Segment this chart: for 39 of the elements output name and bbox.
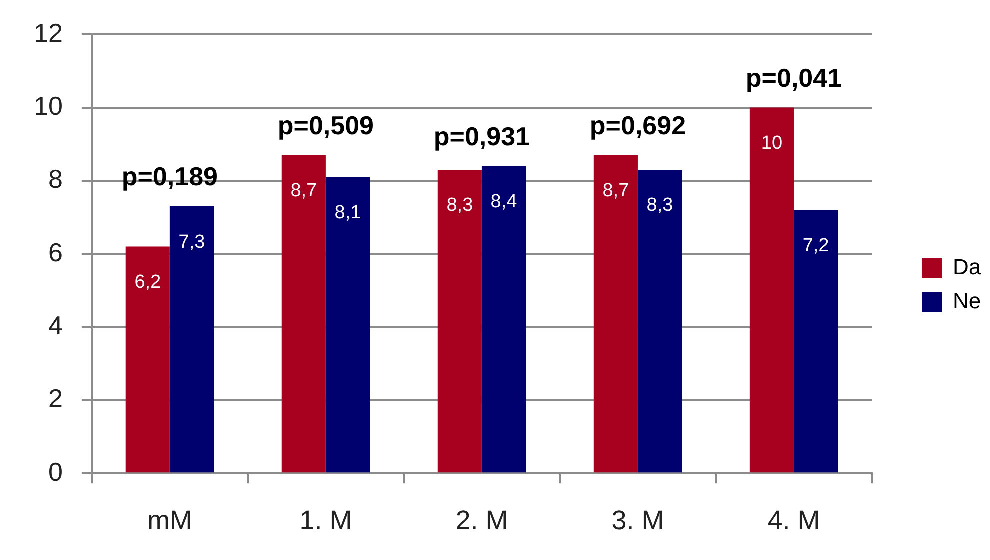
annotation: p=0,509 — [278, 110, 374, 140]
y-tick-label: 10 — [34, 90, 63, 121]
data-label: 8,3 — [646, 195, 674, 216]
x-tick-label: 1. M — [300, 505, 352, 536]
y-tick-label: 8 — [48, 164, 63, 194]
data-label: 8,4 — [490, 192, 518, 213]
bar — [750, 108, 794, 473]
legend-label: Ne — [953, 288, 982, 314]
bar — [482, 166, 526, 473]
y-tick-label: 4 — [48, 310, 63, 340]
bar — [638, 170, 682, 473]
x-tick-label: 2. M — [456, 505, 508, 536]
annotation: p=0,041 — [746, 62, 842, 93]
annotation: p=0,189 — [122, 162, 218, 192]
y-tick-label: 6 — [48, 237, 63, 268]
bar — [326, 177, 370, 473]
bar — [126, 246, 170, 473]
bar — [794, 210, 838, 473]
bar — [170, 206, 214, 473]
data-label: 8,3 — [446, 195, 474, 216]
bar — [594, 155, 638, 473]
data-label: 7,3 — [178, 232, 206, 253]
data-label: 8,7 — [290, 180, 318, 202]
data-label: 6,2 — [134, 272, 162, 294]
bar — [438, 170, 482, 473]
x-tick-label: 3. M — [612, 505, 664, 536]
annotation: p=0,931 — [434, 121, 530, 152]
x-tick-label: mM — [147, 505, 192, 536]
data-label: 7,2 — [802, 235, 830, 256]
y-tick-label: 0 — [48, 456, 63, 487]
data-label: 8,7 — [602, 180, 630, 202]
legend-label: Da — [953, 254, 982, 280]
x-tick-label: 4. M — [768, 505, 820, 536]
y-tick-label: 12 — [34, 18, 63, 48]
bar — [282, 155, 326, 473]
data-label: 8,1 — [334, 202, 362, 224]
annotation: p=0,692 — [590, 110, 686, 140]
data-label: 10 — [761, 133, 783, 154]
y-tick-label: 2 — [48, 384, 63, 414]
